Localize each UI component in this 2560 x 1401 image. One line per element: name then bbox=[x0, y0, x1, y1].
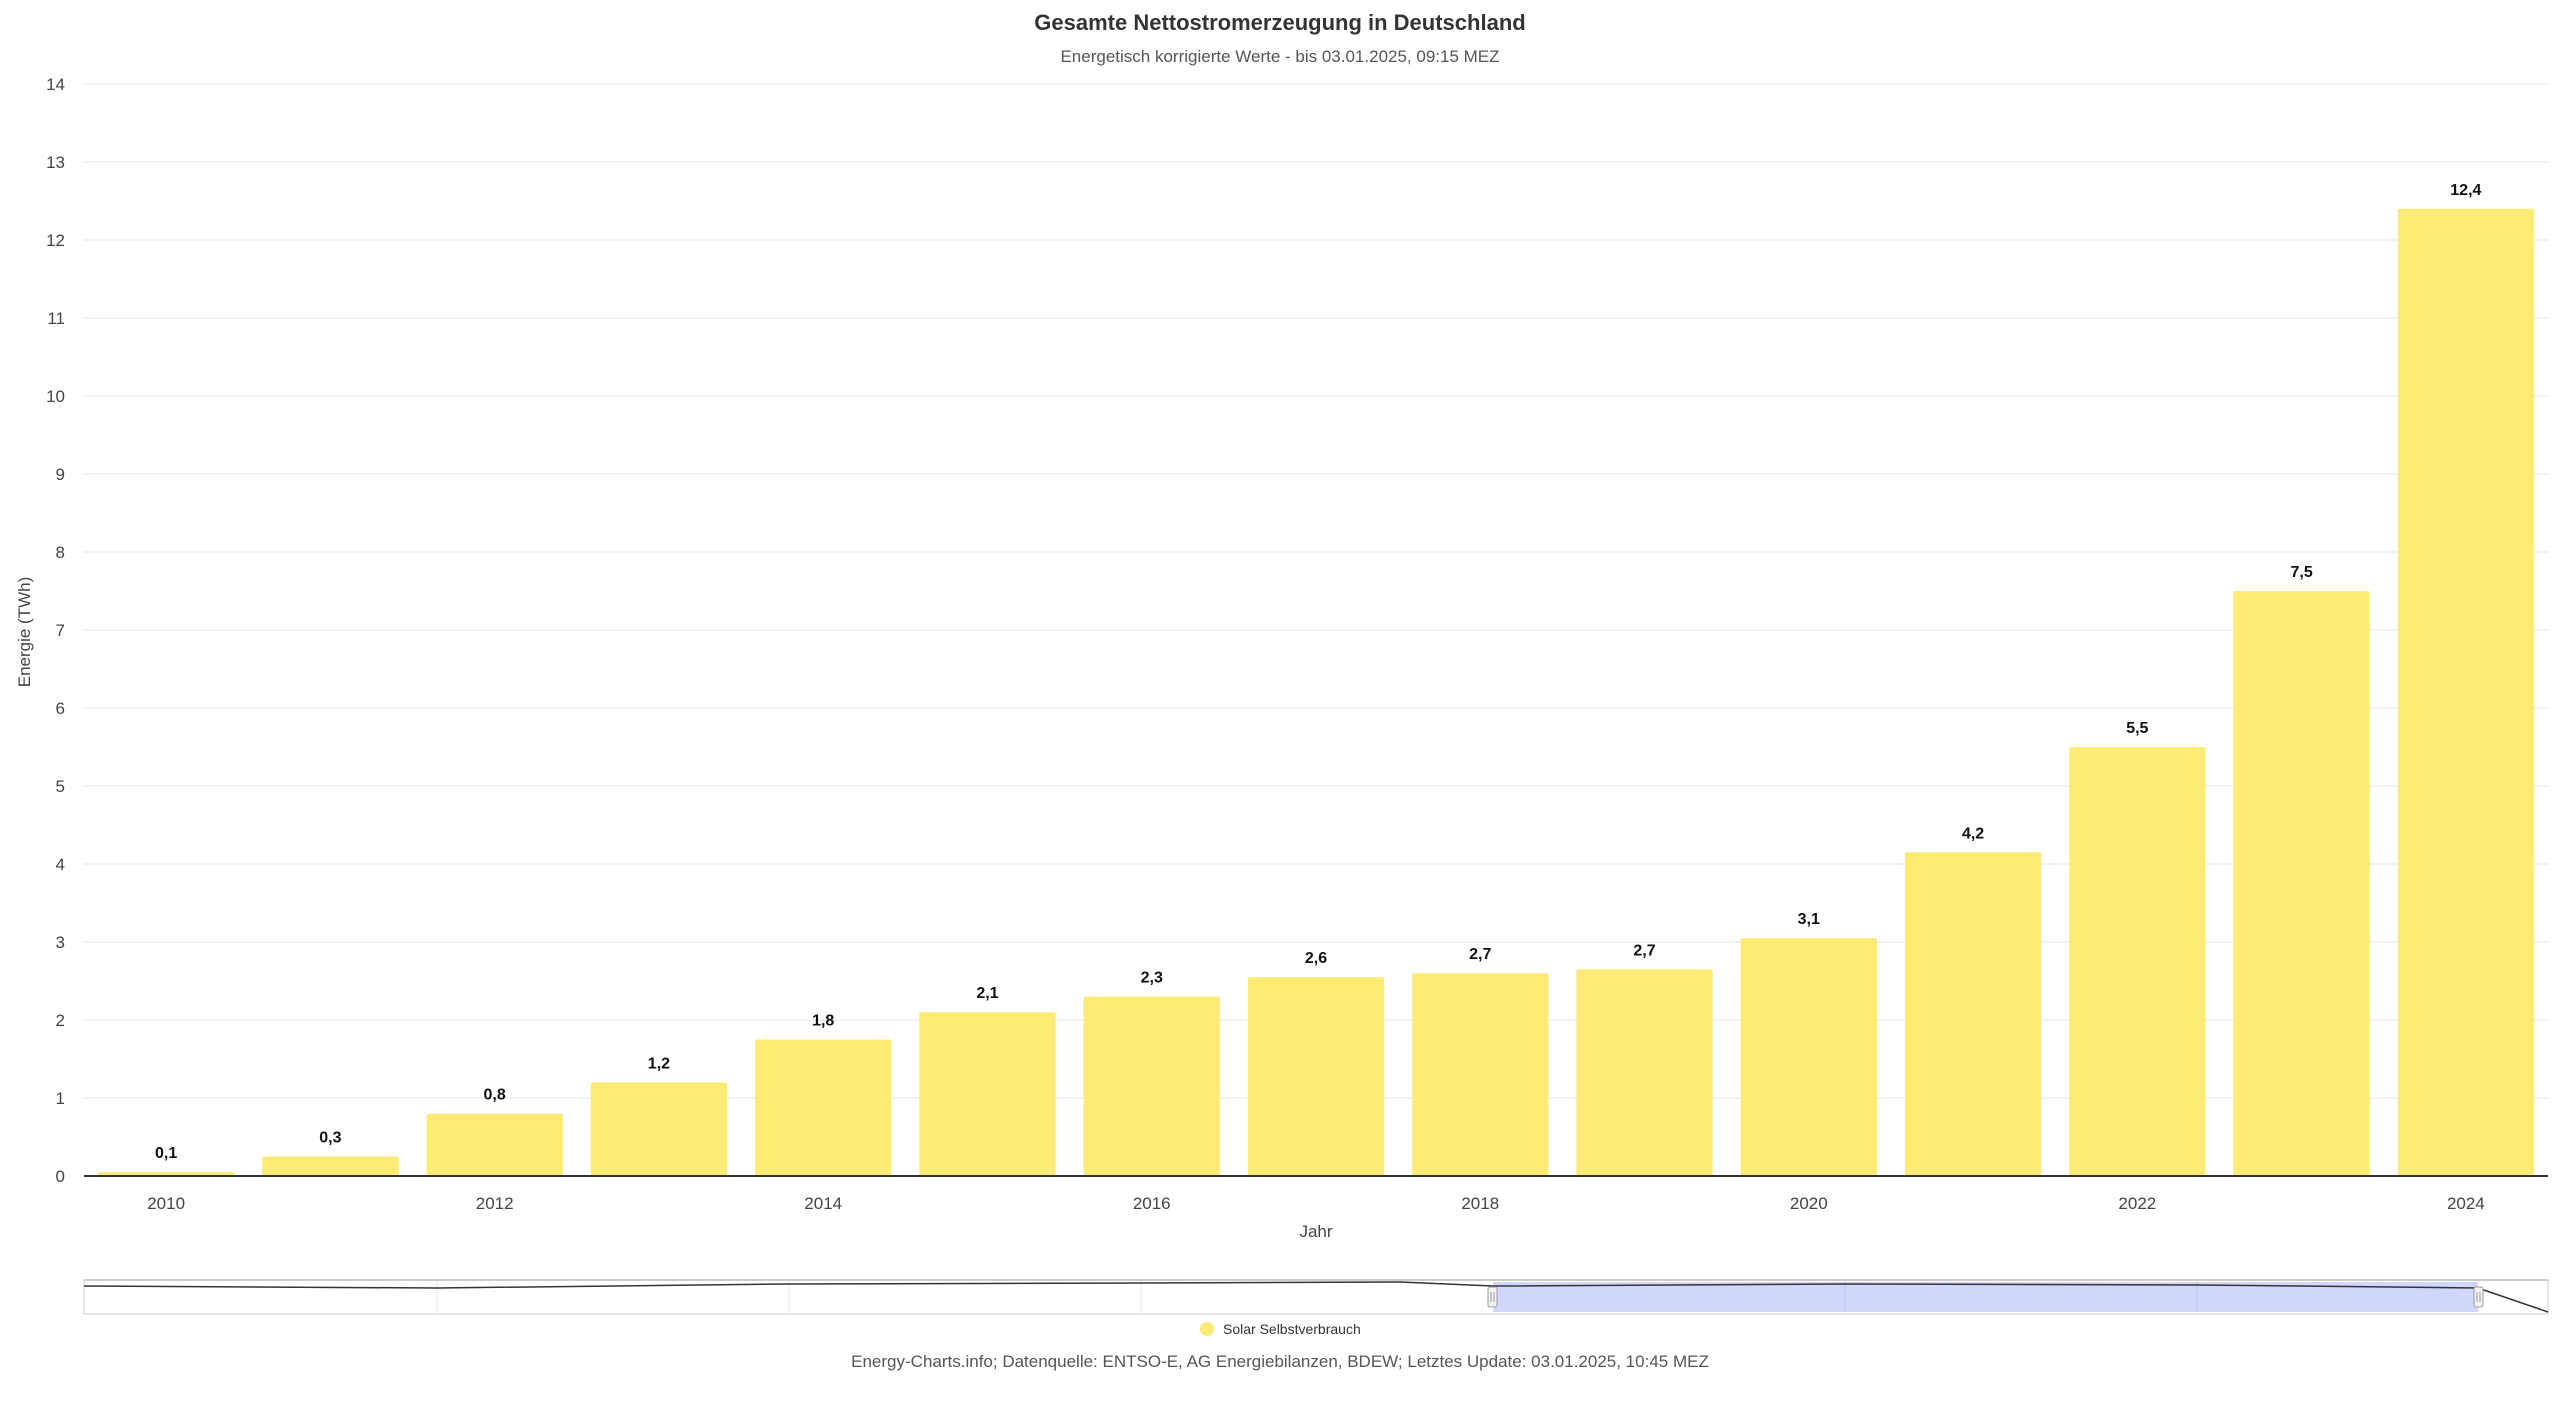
data-label-2022: 5,5 bbox=[2126, 720, 2148, 737]
x-tick-label-2012: 2012 bbox=[476, 1194, 514, 1213]
data-label-2010: 0,1 bbox=[155, 1145, 177, 1162]
y-tick-label: 9 bbox=[56, 465, 65, 484]
bar-2024[interactable] bbox=[2397, 208, 2535, 1177]
x-tick-label-2022: 2022 bbox=[2118, 1194, 2156, 1213]
y-tick-label: 0 bbox=[56, 1167, 65, 1186]
x-tick-label-2010: 2010 bbox=[147, 1194, 185, 1213]
y-axis-title: Energie (TWh) bbox=[15, 577, 34, 688]
data-label-2021: 4,2 bbox=[1962, 825, 1984, 842]
y-tick-label: 12 bbox=[46, 231, 65, 250]
data-label-2015: 2,1 bbox=[976, 985, 998, 1002]
y-tick-label: 5 bbox=[56, 777, 65, 796]
x-axis-ticks: 2010 2012 2014 2016 2018 2020 2022 2024 bbox=[147, 1194, 2485, 1213]
bar-2018[interactable] bbox=[1412, 973, 1549, 1176]
bar-2011[interactable] bbox=[262, 1156, 399, 1177]
data-label-2017: 2,6 bbox=[1305, 950, 1327, 967]
y-tick-label: 2 bbox=[56, 1011, 65, 1030]
x-tick-label-2024: 2024 bbox=[2447, 1194, 2485, 1213]
credits[interactable]: Energy-Charts.info; Datenquelle: ENTSO-E… bbox=[851, 1352, 1709, 1371]
x-tick-label-2016: 2016 bbox=[1133, 1194, 1171, 1213]
bar-2021[interactable] bbox=[1904, 852, 2042, 1176]
y-tick-label: 7 bbox=[56, 621, 65, 640]
bar-2013[interactable] bbox=[590, 1082, 728, 1176]
bar-2023[interactable] bbox=[2233, 591, 2370, 1176]
data-label-2023: 7,5 bbox=[2290, 564, 2312, 581]
y-tick-label: 14 bbox=[46, 75, 65, 94]
navigator-selection-mask[interactable] bbox=[1493, 1282, 2478, 1312]
data-label-2012: 0,8 bbox=[484, 1087, 506, 1104]
data-label-2011: 0,3 bbox=[319, 1130, 341, 1147]
y-tick-label: 10 bbox=[46, 387, 65, 406]
bar-2020[interactable] bbox=[1740, 938, 1877, 1176]
bar-2019[interactable] bbox=[1576, 969, 1713, 1176]
bar-2014[interactable] bbox=[755, 1039, 892, 1177]
x-axis-title: Jahr bbox=[1299, 1222, 1332, 1241]
bar-2015[interactable] bbox=[919, 1012, 1056, 1176]
legend[interactable]: Solar Selbstverbrauch bbox=[1200, 1321, 1361, 1337]
chart-subtitle: Energetisch korrigierte Werte - bis 03.0… bbox=[1060, 47, 1499, 66]
data-label-2016: 2,3 bbox=[1141, 970, 1163, 987]
bar-2017[interactable] bbox=[1247, 977, 1385, 1176]
chart-title: Gesamte Nettostromerzeugung in Deutschla… bbox=[1034, 10, 1525, 35]
y-tick-label: 4 bbox=[56, 855, 65, 874]
y-tick-label: 3 bbox=[56, 933, 65, 952]
data-label-2020: 3,1 bbox=[1798, 911, 1820, 928]
bars bbox=[97, 208, 2535, 1177]
navigator-handle-left[interactable] bbox=[1487, 1286, 1498, 1308]
navigator-series-line bbox=[83, 1281, 2549, 1313]
bar-2016[interactable] bbox=[1083, 996, 1220, 1176]
y-tick-label: 6 bbox=[56, 699, 65, 718]
data-label-2018: 2,7 bbox=[1469, 946, 1491, 963]
bar-2012[interactable] bbox=[426, 1113, 563, 1176]
range-navigator[interactable] bbox=[83, 1279, 2549, 1315]
x-tick-label-2020: 2020 bbox=[1790, 1194, 1828, 1213]
legend-item-solar-selbstverbrauch[interactable]: Solar Selbstverbrauch bbox=[1223, 1321, 1361, 1337]
data-label-2019: 2,7 bbox=[1633, 942, 1655, 959]
legend-marker-solar-selbstverbrauch bbox=[1200, 1322, 1214, 1336]
data-label-2013: 1,2 bbox=[648, 1055, 670, 1072]
y-tick-label: 11 bbox=[47, 309, 65, 328]
y-tick-label: 13 bbox=[46, 153, 65, 172]
x-tick-label-2018: 2018 bbox=[1461, 1194, 1499, 1213]
data-label-2024: 12,4 bbox=[2450, 182, 2481, 199]
gridlines bbox=[84, 83, 2548, 1099]
navigator-handle-right[interactable] bbox=[2473, 1286, 2484, 1308]
data-labels: 0,1 0,3 0,8 1,2 1,8 2,1 2,3 2,6 2,7 2,7 3,1 4,2 5,5 7… bbox=[155, 182, 2482, 1162]
data-label-2014: 1,8 bbox=[812, 1013, 834, 1030]
bar-2022[interactable] bbox=[2069, 747, 2206, 1176]
y-tick-label: 1 bbox=[56, 1089, 65, 1108]
x-tick-label-2014: 2014 bbox=[804, 1194, 842, 1213]
y-tick-label: 8 bbox=[56, 543, 65, 562]
